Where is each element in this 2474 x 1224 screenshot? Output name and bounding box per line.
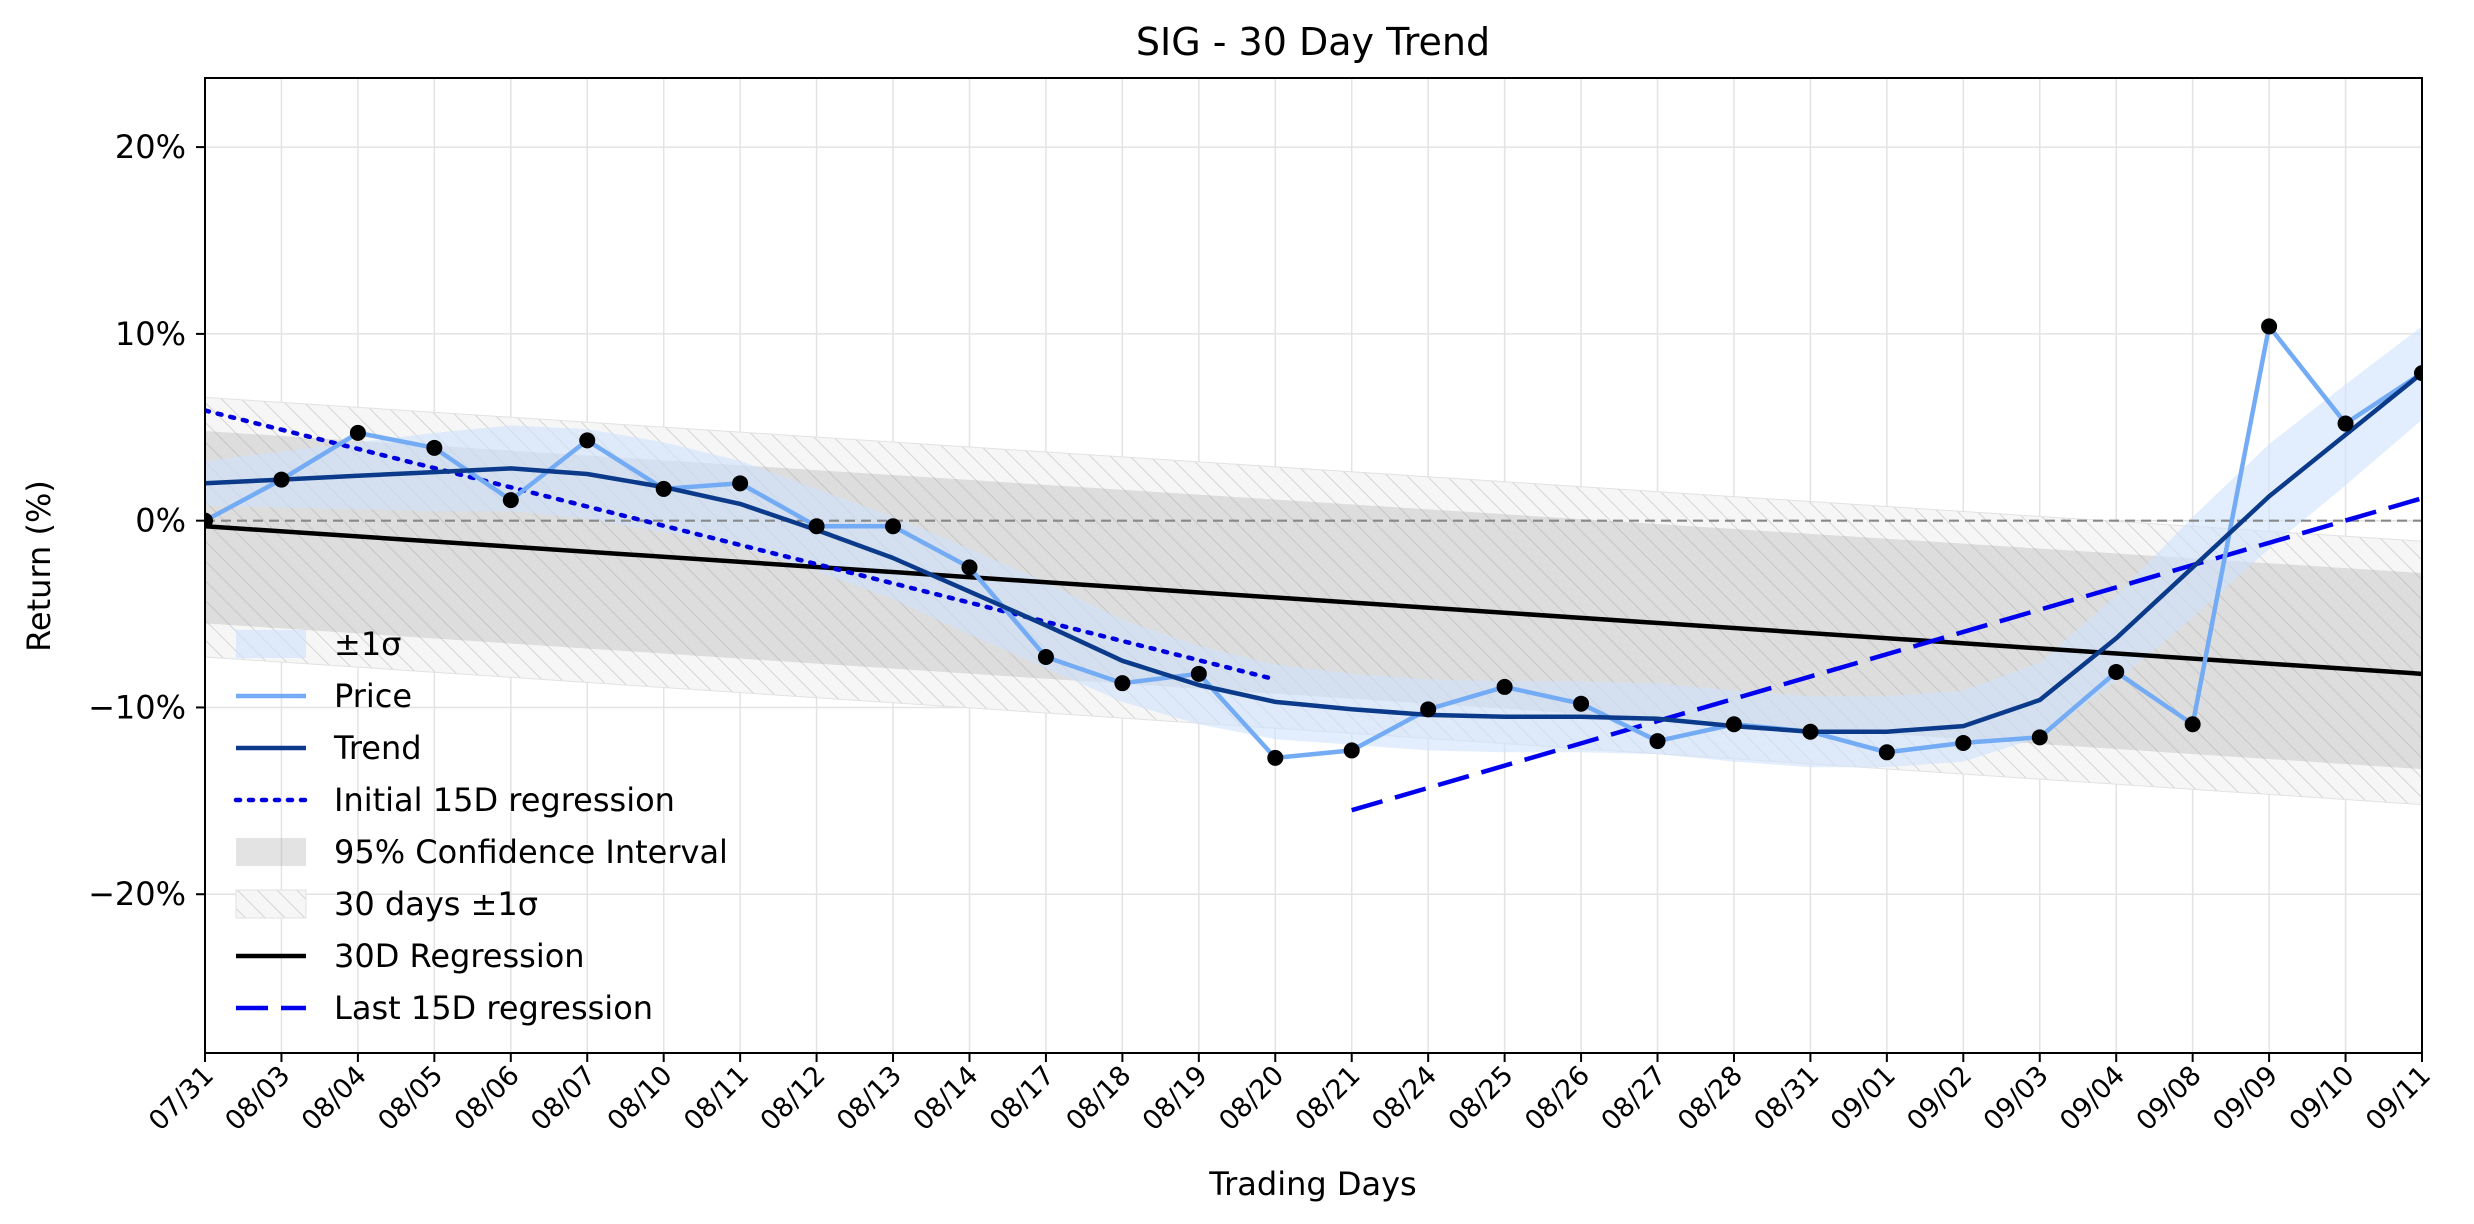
legend-entry: 30D Regression bbox=[236, 937, 585, 975]
x-tick-label: 08/19 bbox=[1137, 1060, 1214, 1137]
legend-label: 95% Confidence Interval bbox=[334, 833, 728, 871]
price-point bbox=[2108, 663, 2125, 680]
price-point bbox=[1955, 734, 1972, 751]
x-tick-label: 08/28 bbox=[1672, 1060, 1749, 1137]
y-tick-label: 10% bbox=[115, 315, 186, 353]
y-tick-label: −10% bbox=[88, 688, 186, 726]
x-tick-label: 08/05 bbox=[372, 1060, 449, 1137]
x-tick-label: 08/14 bbox=[908, 1060, 985, 1137]
legend: ±1σ Price Trend Initial 15D regression 95% C… bbox=[233, 625, 728, 1027]
price-point bbox=[885, 518, 902, 535]
x-tick-label: 08/26 bbox=[1519, 1060, 1596, 1137]
x-tick-label: 08/03 bbox=[219, 1060, 296, 1137]
legend-entry: Price bbox=[236, 677, 412, 715]
x-tick-label: 08/24 bbox=[1366, 1060, 1443, 1137]
y-tick-label: 20% bbox=[115, 128, 186, 166]
x-tick-label: 08/13 bbox=[831, 1060, 908, 1137]
regression-initial-15d-line bbox=[205, 408, 1278, 682]
x-tick-label: 08/21 bbox=[1290, 1060, 1367, 1137]
regression-30d-line bbox=[205, 524, 2422, 677]
x-tick-label: 08/04 bbox=[296, 1060, 373, 1137]
x-axis-label: Trading Days bbox=[1208, 1165, 1416, 1203]
price-point bbox=[349, 424, 366, 441]
legend-swatch-30d-sigma bbox=[235, 889, 307, 919]
price-point bbox=[808, 518, 825, 535]
x-tick-label: 08/27 bbox=[1596, 1060, 1673, 1137]
legend-label: Last 15D regression bbox=[334, 989, 653, 1027]
y-axis-label: Return (%) bbox=[20, 480, 58, 652]
price-point bbox=[426, 439, 443, 456]
x-tick-label: 09/11 bbox=[2360, 1060, 2437, 1137]
price-point bbox=[1649, 733, 1666, 750]
price-point bbox=[579, 432, 596, 449]
price-point bbox=[205, 512, 213, 529]
price-point bbox=[2184, 716, 2201, 733]
legend-entry: 30 days ±1σ bbox=[235, 885, 538, 923]
x-tick-label: 09/04 bbox=[2054, 1060, 2131, 1137]
price-point bbox=[1573, 695, 1590, 712]
legend-swatch-sigma bbox=[236, 630, 306, 658]
price-point bbox=[502, 492, 519, 509]
x-tick-label: 08/07 bbox=[525, 1060, 602, 1137]
price-point bbox=[1267, 749, 1284, 766]
price-point bbox=[1725, 716, 1742, 733]
legend-label: Trend bbox=[333, 729, 422, 767]
legend-label: Initial 15D regression bbox=[334, 781, 675, 819]
legend-label: 30D Regression bbox=[334, 937, 585, 975]
x-tick-label: 08/17 bbox=[984, 1060, 1061, 1137]
chart-title: SIG - 30 Day Trend bbox=[1136, 20, 1490, 64]
price-point bbox=[1496, 678, 1513, 695]
x-tick-label: 09/03 bbox=[1978, 1060, 2055, 1137]
price-line bbox=[205, 324, 2422, 761]
price-point bbox=[732, 475, 749, 492]
legend-label: Price bbox=[334, 677, 412, 715]
x-tick-label: 07/31 bbox=[143, 1060, 220, 1137]
band-trend-sigma bbox=[205, 326, 2422, 768]
price-point bbox=[1190, 665, 1207, 682]
price-point bbox=[1114, 675, 1131, 692]
legend-entry: Last 15D regression bbox=[236, 989, 653, 1027]
x-tick-label: 09/08 bbox=[2131, 1060, 2208, 1137]
legend-label: ±1σ bbox=[334, 625, 401, 663]
legend-swatch-confidence-interval bbox=[236, 838, 306, 866]
price-point bbox=[961, 559, 978, 576]
x-tick-label: 08/12 bbox=[755, 1060, 832, 1137]
x-tick-label: 08/31 bbox=[1748, 1060, 1825, 1137]
legend-entry: 95% Confidence Interval bbox=[236, 833, 728, 871]
legend-label: 30 days ±1σ bbox=[334, 885, 538, 923]
x-tick-label: 08/10 bbox=[602, 1060, 679, 1137]
legend-entry: Initial 15D regression bbox=[233, 781, 675, 819]
legend-entry: ±1σ bbox=[236, 625, 401, 663]
trend-line bbox=[205, 371, 2422, 734]
plot-frame bbox=[204, 77, 2423, 1054]
x-tick-label: 09/09 bbox=[2207, 1060, 2284, 1137]
price-point bbox=[2261, 318, 2278, 335]
price-point bbox=[273, 471, 290, 488]
price-point bbox=[2337, 415, 2354, 432]
x-tick-label: 08/11 bbox=[678, 1060, 755, 1137]
price-point bbox=[655, 480, 672, 497]
price-point bbox=[2414, 365, 2422, 382]
y-tick-label: −20% bbox=[88, 875, 186, 913]
x-tick-label: 09/10 bbox=[2284, 1060, 2361, 1137]
price-point bbox=[1802, 723, 1819, 740]
x-tick-label: 08/06 bbox=[449, 1060, 526, 1137]
x-tick-label: 09/01 bbox=[1825, 1060, 1902, 1137]
legend-entry: Trend bbox=[236, 729, 422, 767]
price-point bbox=[2031, 729, 2048, 746]
x-tick-label: 08/18 bbox=[1060, 1060, 1137, 1137]
regression-last-15d-line bbox=[1351, 496, 2422, 813]
y-tick-label: 0% bbox=[135, 502, 186, 540]
price-point bbox=[1037, 649, 1054, 666]
price-point bbox=[1420, 701, 1437, 718]
x-tick-label: 08/25 bbox=[1443, 1060, 1520, 1137]
x-tick-label: 08/20 bbox=[1213, 1060, 1290, 1137]
price-point bbox=[1343, 742, 1360, 759]
price-point bbox=[1878, 744, 1895, 761]
x-tick-label: 09/02 bbox=[1901, 1060, 1978, 1137]
